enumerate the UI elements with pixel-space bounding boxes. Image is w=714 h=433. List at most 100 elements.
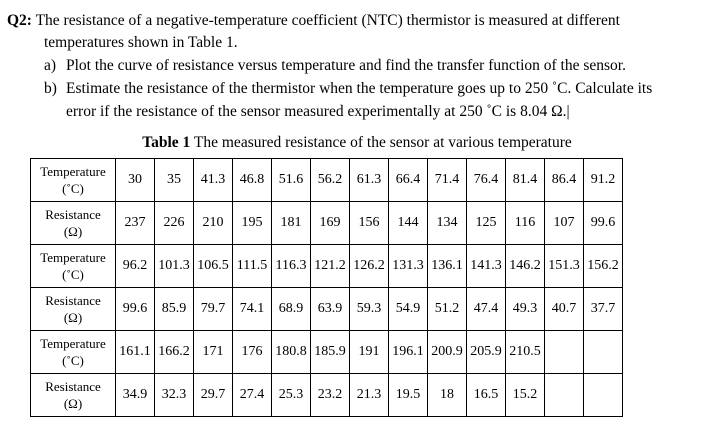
temperature-value-cell: 101.3 (154, 244, 194, 288)
temperature-header-line: (˚C) (62, 353, 84, 368)
resistance-value-cell: 85.9 (154, 287, 194, 331)
temperature-value-cell: 205.9 (466, 330, 506, 374)
part-b-text-cont: error if the resistance of the sensor me… (66, 103, 570, 120)
resistance-value-cell (583, 373, 623, 417)
resistance-value-cell: 47.4 (466, 287, 506, 331)
temperature-value-cell: 91.2 (583, 158, 623, 202)
temperature-value-cell: 30 (115, 158, 155, 202)
resistance-header-cell: Resistance (Ω) (30, 287, 116, 331)
temperature-value-cell: 131.3 (388, 244, 428, 288)
resistance-value-cell: 169 (310, 201, 350, 245)
temperature-value-cell: 176 (232, 330, 272, 374)
resistance-value-cell: 23.2 (310, 373, 350, 417)
temperature-value-cell: 46.8 (232, 158, 272, 202)
resistance-value-cell: 99.6 (583, 201, 623, 245)
resistance-value-cell: 156 (349, 201, 389, 245)
question-label: Q2: (7, 12, 32, 29)
part-a-marker: a) (44, 57, 57, 74)
temperature-value-cell: 56.2 (310, 158, 350, 202)
resistance-value-cell: 99.6 (115, 287, 155, 331)
resistance-value-cell (544, 373, 584, 417)
temperature-value-cell: 136.1 (427, 244, 467, 288)
resistance-value-cell: 32.3 (154, 373, 194, 417)
resistance-value-cell: 51.2 (427, 287, 467, 331)
table-row-temperature: Temperature (˚C) 96.2 101.3 106.5 111.5 116.3 1… (30, 244, 623, 288)
resistance-value-cell: 68.9 (271, 287, 311, 331)
resistance-value-cell: 18 (427, 373, 467, 417)
temperature-header-line: Temperature (40, 164, 106, 179)
temperature-value-cell: 116.3 (271, 244, 311, 288)
resistance-value-cell: 226 (154, 201, 194, 245)
data-table: Temperature (˚C) 30 35 41.3 46.8 51.6 56.2 61.3 6… (30, 158, 623, 417)
resistance-header-line: (Ω) (63, 310, 83, 325)
temperature-header-cell: Temperature (˚C) (30, 244, 116, 288)
temperature-value-cell: 61.3 (349, 158, 389, 202)
temperature-value-cell: 121.2 (310, 244, 350, 288)
resistance-value-cell: 34.9 (115, 373, 155, 417)
resistance-header-cell: Resistance (Ω) (30, 201, 116, 245)
resistance-value-cell: 107 (544, 201, 584, 245)
temperature-value-cell: 200.9 (427, 330, 467, 374)
temperature-value-cell: 71.4 (427, 158, 467, 202)
resistance-value-cell: 144 (388, 201, 428, 245)
temperature-value-cell: 141.3 (466, 244, 506, 288)
temperature-value-cell: 196.1 (388, 330, 428, 374)
temperature-header-line: (˚C) (62, 267, 84, 282)
resistance-header-line: Resistance (45, 293, 101, 308)
resistance-value-cell: 79.7 (193, 287, 233, 331)
temperature-header-line: (˚C) (62, 181, 84, 196)
resistance-value-cell: 181 (271, 201, 311, 245)
resistance-value-cell: 125 (466, 201, 506, 245)
resistance-value-cell: 74.1 (232, 287, 272, 331)
resistance-value-cell: 27.4 (232, 373, 272, 417)
table-row-resistance: Resistance (Ω) 99.6 85.9 79.7 74.1 68.9 63.9 59.… (30, 287, 623, 331)
temperature-value-cell: 166.2 (154, 330, 194, 374)
temperature-value-cell: 81.4 (505, 158, 545, 202)
temperature-value-cell: 51.6 (271, 158, 311, 202)
resistance-value-cell: 15.2 (505, 373, 545, 417)
resistance-header-line: (Ω) (63, 224, 83, 239)
resistance-value-cell: 195 (232, 201, 272, 245)
table-caption: Table 1 The measured resistance of the s… (0, 134, 714, 152)
temperature-value-cell: 161.1 (115, 330, 155, 374)
table-row-temperature: Temperature (˚C) 30 35 41.3 46.8 51.6 56.2 61.3 6… (30, 158, 623, 202)
resistance-value-cell: 237 (115, 201, 155, 245)
resistance-value-cell: 40.7 (544, 287, 584, 331)
resistance-value-cell: 21.3 (349, 373, 389, 417)
resistance-value-cell: 16.5 (466, 373, 506, 417)
temperature-value-cell: 111.5 (232, 244, 272, 288)
temperature-header-cell: Temperature (˚C) (30, 330, 116, 374)
temperature-header-line: Temperature (40, 250, 106, 265)
question-text: The resistance of a negative-temperature… (35, 12, 620, 29)
temperature-value-cell (583, 330, 623, 374)
table-caption-text: The measured resistance of the sensor at… (190, 134, 572, 151)
table-row-temperature: Temperature (˚C) 161.1 166.2 171 176 180.8 185.… (30, 330, 623, 374)
part-a: a) Plot the curve of resistance versus te… (44, 56, 626, 75)
resistance-value-cell: 19.5 (388, 373, 428, 417)
resistance-value-cell: 63.9 (310, 287, 350, 331)
table-row-resistance: Resistance (Ω) 34.9 32.3 29.7 27.4 25.3 23.2 21.… (30, 373, 623, 417)
temperature-value-cell: 66.4 (388, 158, 428, 202)
resistance-header-line: (Ω) (63, 396, 83, 411)
resistance-header-line: Resistance (45, 207, 101, 222)
temperature-value-cell: 41.3 (193, 158, 233, 202)
resistance-value-cell: 25.3 (271, 373, 311, 417)
resistance-header-line: Resistance (45, 379, 101, 394)
temperature-value-cell: 191 (349, 330, 389, 374)
table-caption-label: Table 1 (142, 134, 191, 151)
temperature-value-cell: 151.3 (544, 244, 584, 288)
part-b: b) Estimate the resistance of the thermis… (44, 79, 652, 98)
temperature-value-cell: 35 (154, 158, 194, 202)
resistance-header-cell: Resistance (Ω) (30, 373, 116, 417)
part-a-text: Plot the curve of resistance versus temp… (66, 57, 626, 74)
temperature-value-cell: 126.2 (349, 244, 389, 288)
resistance-value-cell: 37.7 (583, 287, 623, 331)
part-b-marker: b) (44, 80, 57, 97)
part-b-text: Estimate the resistance of the thermisto… (66, 80, 653, 97)
resistance-value-cell: 59.3 (349, 287, 389, 331)
temperature-value-cell: 185.9 (310, 330, 350, 374)
question-line-2: temperatures shown in Table 1. (44, 34, 238, 51)
temperature-value-cell: 156.2 (583, 244, 623, 288)
resistance-value-cell: 134 (427, 201, 467, 245)
temperature-value-cell: 171 (193, 330, 233, 374)
